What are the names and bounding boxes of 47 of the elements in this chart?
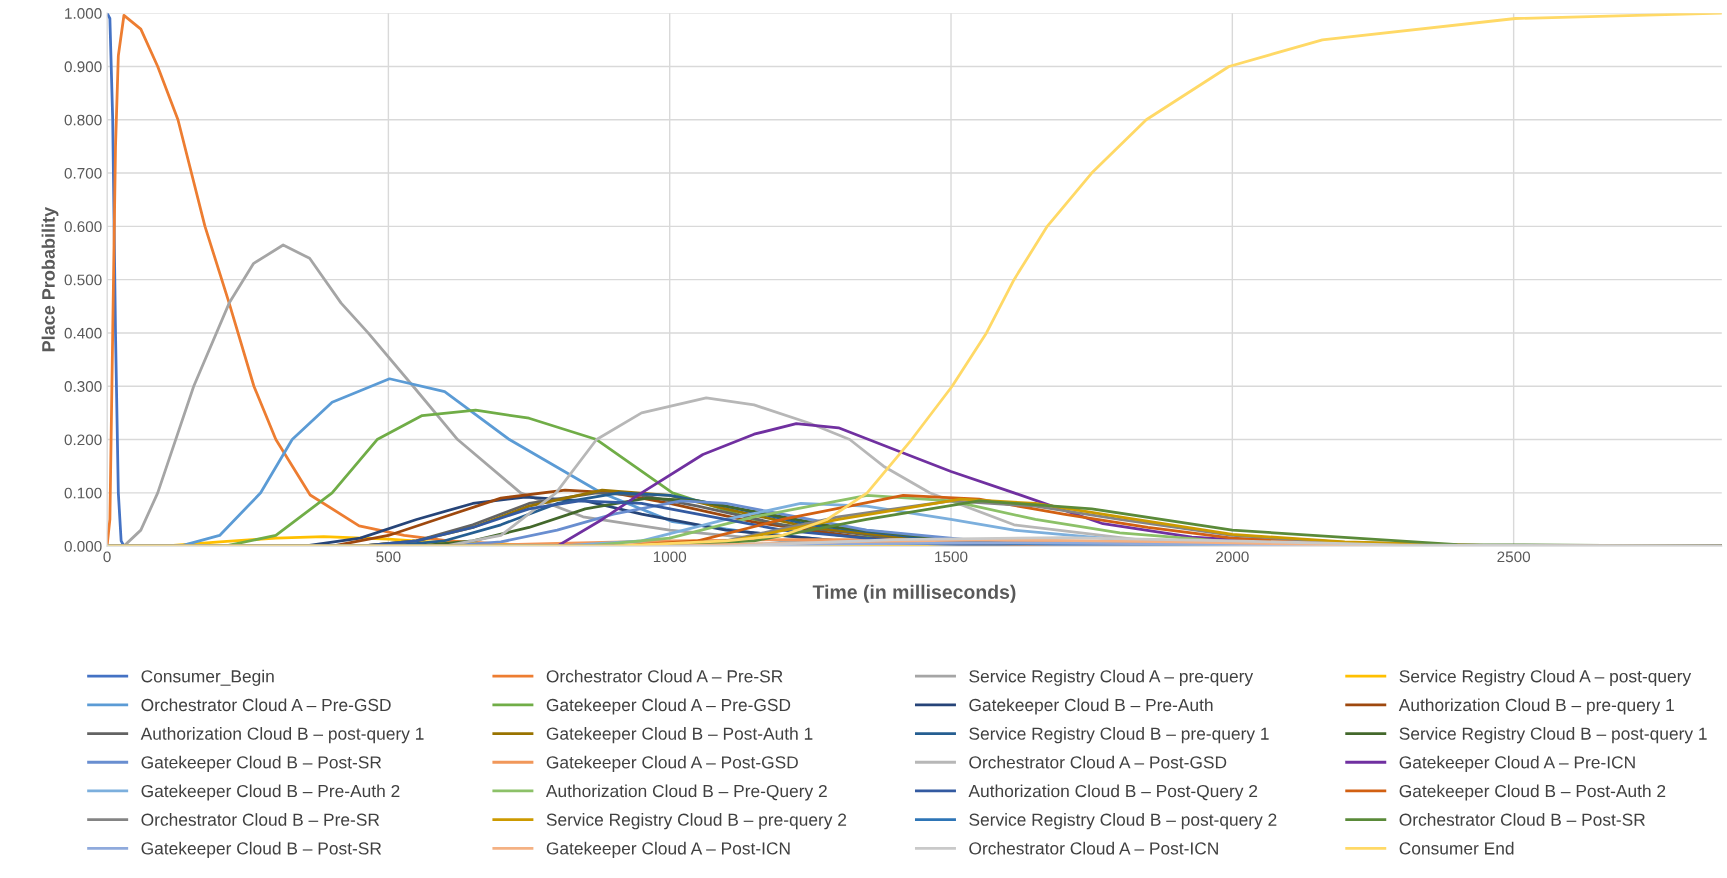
x-tick-label: 1000 (653, 551, 687, 563)
y-tick-label: 0.000 (64, 540, 102, 552)
x-tick-label: 1500 (935, 551, 968, 563)
y-tick-label: 0.900 (64, 61, 102, 73)
legend-label: Service Registry Cloud B – pre-query 2 (546, 813, 847, 830)
legend-label: Gatekeeper Cloud B – Post-Auth 2 (1399, 784, 1666, 801)
legend-label: Authorization Cloud B – Post-Query 2 (968, 784, 1258, 801)
legend-label: Consumer_Begin (141, 669, 274, 686)
x-tick-label: 500 (376, 551, 401, 563)
legend-label: Authorization Cloud B – pre-query 1 (1398, 698, 1674, 715)
y-tick-label: 0.600 (64, 221, 102, 233)
legend-label: Gatekeeper Cloud A – Post-GSD (546, 755, 798, 772)
y-tick-label: 0.800 (64, 114, 102, 126)
legend-label: Gatekeeper Cloud B – Post-SR (141, 755, 382, 772)
legend-label: Orchestrator Cloud A – Pre-GSD (141, 698, 391, 712)
y-tick-label: 0.400 (64, 327, 102, 339)
legend-label: Service Registry Cloud A – post-query (1399, 669, 1692, 686)
y-tick-label: 0.300 (64, 381, 102, 392)
legend-label: Service Registry Cloud B – pre-query 1 (969, 727, 1269, 744)
y-tick-label: 0.500 (64, 274, 102, 286)
x-tick-label: 2500 (1497, 551, 1531, 563)
legend-label: Gatekeeper Cloud B – Post-SR (141, 841, 382, 858)
y-tick-label: 1.000 (65, 8, 102, 19)
legend-label: Gatekeeper Cloud A – Pre-GSD (546, 698, 791, 715)
y-tick-label: 0.100 (64, 487, 102, 499)
legend-label: Orchestrator Cloud A – Pre-SR (546, 669, 783, 683)
legend-label: Orchestrator Cloud A – Post-ICN (969, 841, 1218, 855)
y-tick-label: 0.700 (64, 167, 102, 179)
x-tick-label: 2000 (1216, 551, 1249, 563)
legend-label: Gatekeeper Cloud B – Pre-Auth (969, 698, 1213, 715)
legend-label: Authorization Cloud B – post-query 1 (140, 727, 424, 744)
x-axis-title: Time (in milliseconds) (812, 584, 1016, 603)
legend-label: Authorization Cloud B – Pre-Query 2 (545, 784, 827, 801)
legend-label: Service Registry Cloud B – post-query 2 (969, 813, 1277, 830)
legend-label: Orchestrator Cloud B – Pre-SR (141, 813, 380, 826)
legend-label: Gatekeeper Cloud B – Pre-Auth 2 (141, 784, 400, 801)
legend-label: Gatekeeper Cloud A – Pre-ICN (1399, 755, 1635, 772)
legend-label: Orchestrator Cloud B – Post-SR (1399, 813, 1645, 826)
legend-label: Service Registry Cloud A – pre-query (969, 669, 1254, 686)
legend-label: Orchestrator Cloud A – Post-GSD (969, 755, 1227, 769)
legend-label: Gatekeeper Cloud B – Post-Auth 1 (546, 727, 813, 744)
x-tick-label: 0 (103, 551, 111, 563)
y-tick-label: 0.200 (64, 434, 102, 446)
legend-label: Service Registry Cloud B – post-query 1 (1399, 727, 1707, 744)
legend-label: Gatekeeper Cloud A – Post-ICN (546, 841, 790, 858)
y-axis-title: Place Probability (41, 206, 59, 352)
legend-label: Consumer End (1399, 841, 1514, 855)
